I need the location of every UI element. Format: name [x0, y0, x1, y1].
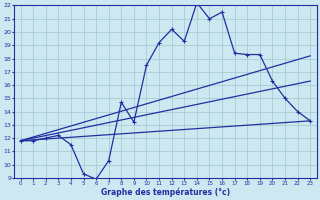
- X-axis label: Graphe des températures (°c): Graphe des températures (°c): [101, 187, 230, 197]
